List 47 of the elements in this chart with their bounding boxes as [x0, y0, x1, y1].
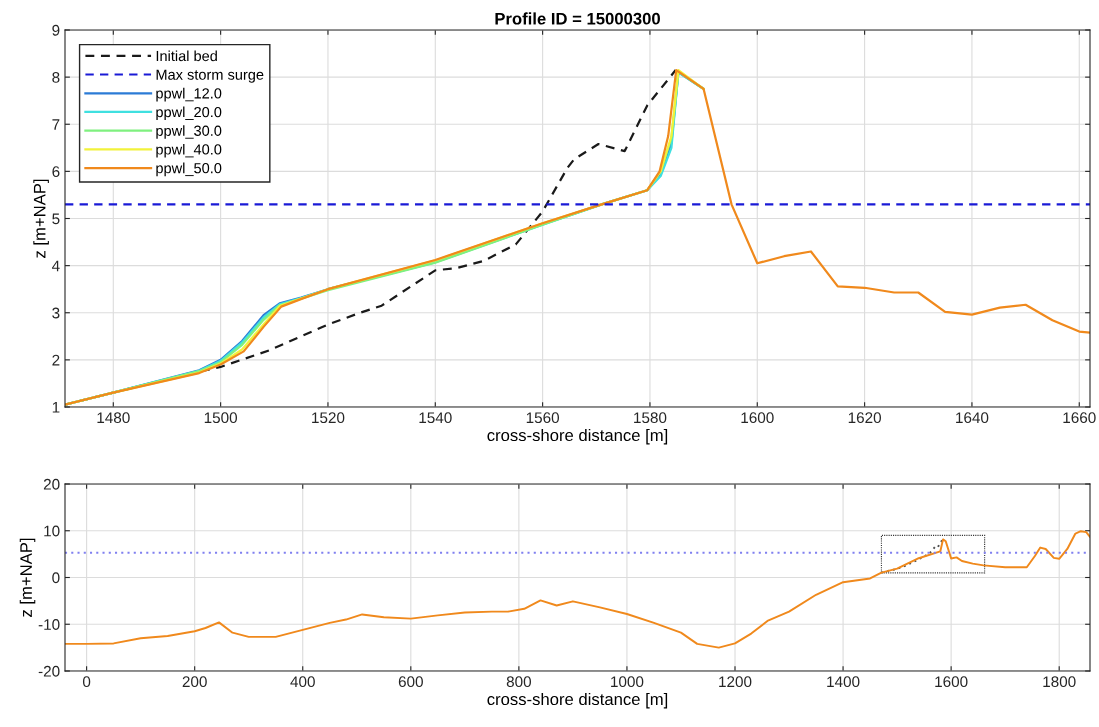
- legend-label: Initial bed: [156, 50, 217, 62]
- legend-label: ppwl_40.0: [156, 143, 222, 158]
- x-tick-label: 400: [290, 676, 315, 688]
- line-series: [65, 530, 1090, 649]
- y-tick-label: 9: [52, 24, 60, 36]
- x-tick-label: 1540: [419, 412, 452, 424]
- x-tick-label: 0: [82, 676, 91, 688]
- y-tick-label: 2: [52, 354, 60, 366]
- chart-title: Profile ID = 15000300: [495, 12, 660, 25]
- x-tick-label: 200: [182, 676, 207, 688]
- x-tick-label: 1800: [1043, 676, 1076, 688]
- y-axis-title: z [m+NAP]: [19, 538, 36, 617]
- legend-label: ppwl_20.0: [156, 106, 222, 121]
- y-tick-label: 1: [52, 402, 60, 413]
- legend-label: ppwl_50.0: [156, 162, 222, 177]
- legend-label: ppwl_30.0: [156, 125, 222, 139]
- y-tick-label: 6: [52, 166, 60, 178]
- y-tick-label: 4: [51, 260, 60, 272]
- x-tick-label: 1520: [312, 412, 345, 424]
- y-tick-label: -10: [38, 619, 60, 630]
- x-tick-label: 1600: [935, 676, 968, 688]
- y-axis-title: z [m+NAP]: [33, 179, 49, 258]
- y-tick-label: 8: [52, 71, 60, 83]
- y-tick-label: 3: [52, 307, 60, 319]
- y-tick-label: -20: [38, 665, 60, 677]
- x-tick-label: 1600: [741, 412, 774, 424]
- x-axis-title: cross-shore distance [m]: [487, 428, 668, 445]
- x-tick-label: 1660: [1063, 412, 1096, 424]
- x-tick-label: 1400: [827, 676, 860, 688]
- x-tick-label: 1560: [526, 412, 560, 424]
- x-tick-label: 600: [398, 676, 423, 688]
- legend-label: ppwl_12.0: [156, 87, 222, 102]
- x-tick-label: 1200: [719, 676, 752, 688]
- x-tick-label: 1580: [634, 412, 667, 424]
- y-tick-label: 10: [44, 525, 60, 537]
- legend-label: Max storm surge: [156, 69, 264, 83]
- y-tick-label: 0: [52, 572, 60, 584]
- y-tick-label: 7: [52, 119, 60, 130]
- y-tick-label: 5: [52, 213, 60, 225]
- y-tick-label: 20: [43, 478, 60, 490]
- x-tick-label: 1620: [848, 412, 881, 424]
- x-tick-label: 800: [506, 676, 532, 688]
- x-tick-label: 1000: [611, 676, 644, 688]
- x-tick-label: 1500: [204, 412, 238, 424]
- x-axis-title: cross-shore distance [m]: [487, 692, 668, 709]
- x-tick-label: 1480: [97, 412, 130, 424]
- x-tick-label: 1640: [956, 412, 989, 424]
